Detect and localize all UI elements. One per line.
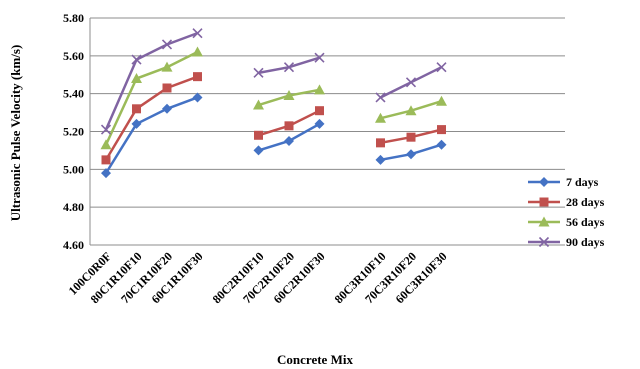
data-point	[375, 92, 386, 103]
data-point	[192, 46, 203, 57]
y-tick-label: 4.60	[63, 238, 84, 252]
x-axis-title: Concrete Mix	[277, 352, 353, 367]
data-point	[100, 124, 112, 135]
legend-label: 90 days	[566, 235, 605, 249]
data-point	[406, 132, 416, 142]
data-point	[161, 39, 173, 50]
data-point	[254, 130, 263, 140]
y-tick-label: 4.80	[63, 200, 84, 214]
data-point	[161, 61, 173, 72]
y-tick-label: 5.40	[63, 87, 84, 101]
data-point	[436, 62, 447, 73]
data-point	[283, 62, 295, 73]
data-point	[284, 135, 294, 146]
data-point	[132, 104, 141, 114]
legend-marker	[539, 177, 549, 187]
data-point	[375, 112, 386, 123]
y-tick-label: 5.60	[63, 49, 84, 63]
data-point	[131, 54, 142, 65]
series-line-56-days	[104, 50, 199, 146]
data-point	[253, 145, 264, 156]
data-point	[375, 154, 386, 165]
data-point	[315, 106, 324, 116]
y-axis-title: Ultrasonic Pulse Velocity (km/s)	[8, 45, 23, 222]
series-line-90-days	[104, 31, 198, 131]
legend-marker	[539, 197, 549, 207]
series-line-90-days	[258, 56, 320, 75]
data-point	[162, 83, 172, 93]
y-tick-label: 5.80	[63, 11, 84, 25]
data-point	[406, 149, 416, 160]
data-point	[376, 138, 385, 148]
y-tick-label: 5.00	[63, 162, 84, 176]
data-point	[131, 73, 142, 84]
data-point	[101, 155, 111, 165]
legend-label: 28 days	[566, 195, 605, 209]
data-point	[193, 72, 202, 82]
data-point	[314, 84, 325, 95]
data-point	[131, 118, 142, 129]
y-tick-label: 5.20	[63, 125, 84, 139]
data-point	[314, 52, 325, 63]
data-point	[101, 168, 111, 179]
data-point	[162, 103, 172, 114]
data-point	[253, 99, 264, 110]
series-line-28-days	[104, 75, 198, 161]
data-point	[405, 77, 417, 88]
data-point	[436, 139, 447, 150]
legend-label: 56 days	[566, 215, 605, 229]
data-point	[405, 105, 417, 116]
legend-marker	[538, 236, 550, 248]
data-point	[100, 139, 112, 150]
data-point	[192, 92, 203, 103]
legend-label: 7 days	[566, 175, 599, 189]
data-point	[192, 28, 203, 39]
data-point	[283, 90, 295, 101]
data-point	[253, 67, 264, 78]
legend-marker	[538, 216, 550, 227]
data-point	[284, 121, 294, 131]
legend: 7 days 28 days 56 days 90 days	[528, 175, 605, 249]
data-point	[436, 95, 447, 106]
data-point	[314, 118, 325, 129]
data-point	[437, 125, 446, 135]
series-line-7-days	[104, 96, 198, 174]
